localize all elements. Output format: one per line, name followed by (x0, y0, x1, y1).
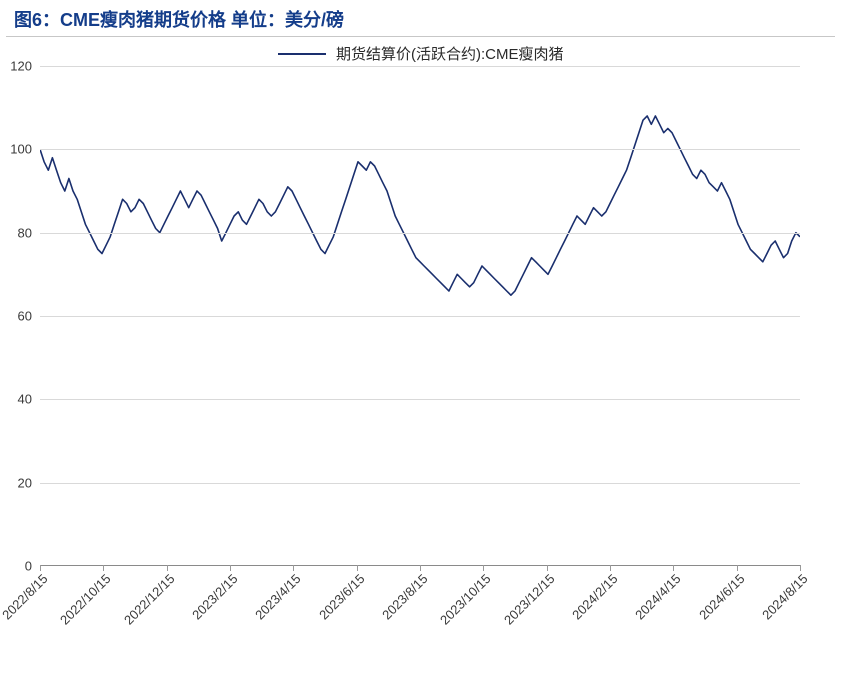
x-tick-label: 2023/2/15 (189, 571, 241, 623)
plot-area: 0204060801001202022/8/152022/10/152022/1… (40, 66, 800, 566)
x-tick-label: 2022/8/15 (0, 571, 51, 623)
x-tick (420, 565, 421, 571)
legend-line-swatch (278, 53, 326, 55)
y-gridline (40, 233, 800, 234)
x-tick-label: 2024/2/15 (569, 571, 621, 623)
x-tick (293, 565, 294, 571)
y-tick-label: 80 (18, 225, 40, 240)
y-tick-label: 20 (18, 475, 40, 490)
y-gridline (40, 149, 800, 150)
x-tick (230, 565, 231, 571)
chart-title: 图6：CME瘦肉猪期货价格 单位：美分/磅 (14, 10, 344, 30)
series-line (40, 116, 800, 295)
y-gridline (40, 316, 800, 317)
x-tick-label: 2023/12/15 (501, 571, 558, 628)
x-tick (103, 565, 104, 571)
y-tick-label: 40 (18, 392, 40, 407)
x-tick-label: 2023/6/15 (316, 571, 368, 623)
legend: 期货结算价(活跃合约):CME瘦肉猪 (0, 37, 841, 66)
x-tick-label: 2023/10/15 (437, 571, 494, 628)
x-tick (610, 565, 611, 571)
y-tick-label: 0 (25, 559, 40, 574)
x-tick (483, 565, 484, 571)
y-gridline (40, 399, 800, 400)
y-tick-label: 120 (10, 59, 40, 74)
legend-label: 期货结算价(活跃合约):CME瘦肉猪 (336, 46, 564, 63)
y-tick-label: 100 (10, 142, 40, 157)
y-gridline (40, 483, 800, 484)
x-tick-label: 2022/10/15 (57, 571, 114, 628)
y-tick-label: 60 (18, 309, 40, 324)
x-tick-label: 2022/12/15 (121, 571, 178, 628)
x-tick-label: 2024/4/15 (632, 571, 684, 623)
x-tick-label: 2023/4/15 (252, 571, 304, 623)
x-tick-label: 2024/8/15 (759, 571, 811, 623)
x-tick (800, 565, 801, 571)
y-gridline (40, 66, 800, 67)
x-tick-label: 2023/8/15 (379, 571, 431, 623)
chart-title-bar: 图6：CME瘦肉猪期货价格 单位：美分/磅 (6, 0, 835, 37)
x-tick-label: 2024/6/15 (696, 571, 748, 623)
x-tick (40, 565, 41, 571)
chart-container: 0204060801001202022/8/152022/10/152022/1… (40, 66, 831, 566)
x-tick (673, 565, 674, 571)
